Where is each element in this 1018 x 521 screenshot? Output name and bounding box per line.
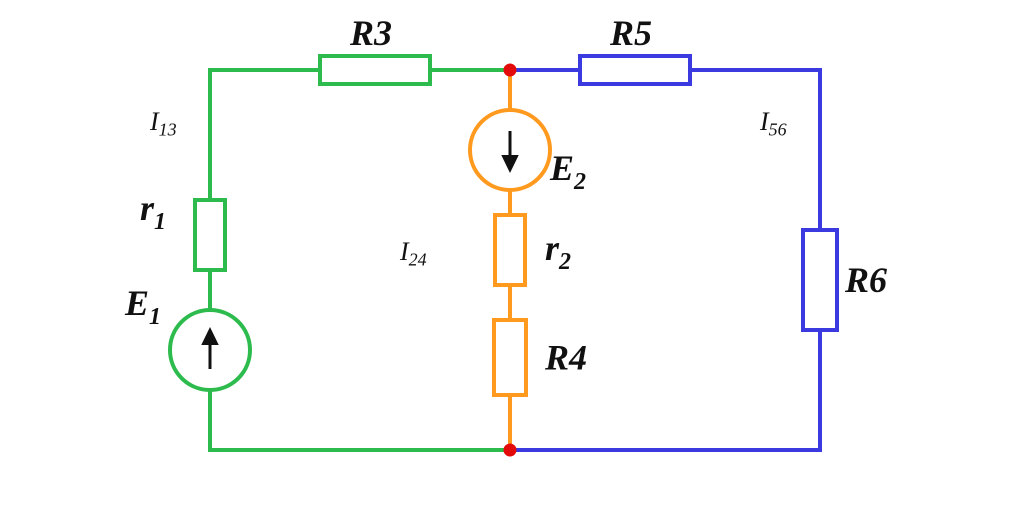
label-R5: R5 [609, 13, 652, 53]
label-E2: E2 [549, 148, 586, 195]
label-I13: I13 [149, 107, 177, 140]
label-R4: R4 [544, 338, 587, 378]
label-E1: E1 [124, 283, 161, 330]
node-top [504, 64, 516, 76]
label-r2: r2 [545, 228, 571, 275]
label-I24: I24 [399, 237, 427, 270]
label-R3: R3 [349, 13, 392, 53]
circuit-diagram: R3 R5 R4 R6 r1 r2 E1 E2 I13 I24 I56 [0, 0, 1018, 521]
label-R6: R6 [844, 260, 887, 300]
label-r1: r1 [140, 188, 166, 235]
node-bottom [504, 444, 516, 456]
label-I56: I56 [759, 107, 787, 140]
